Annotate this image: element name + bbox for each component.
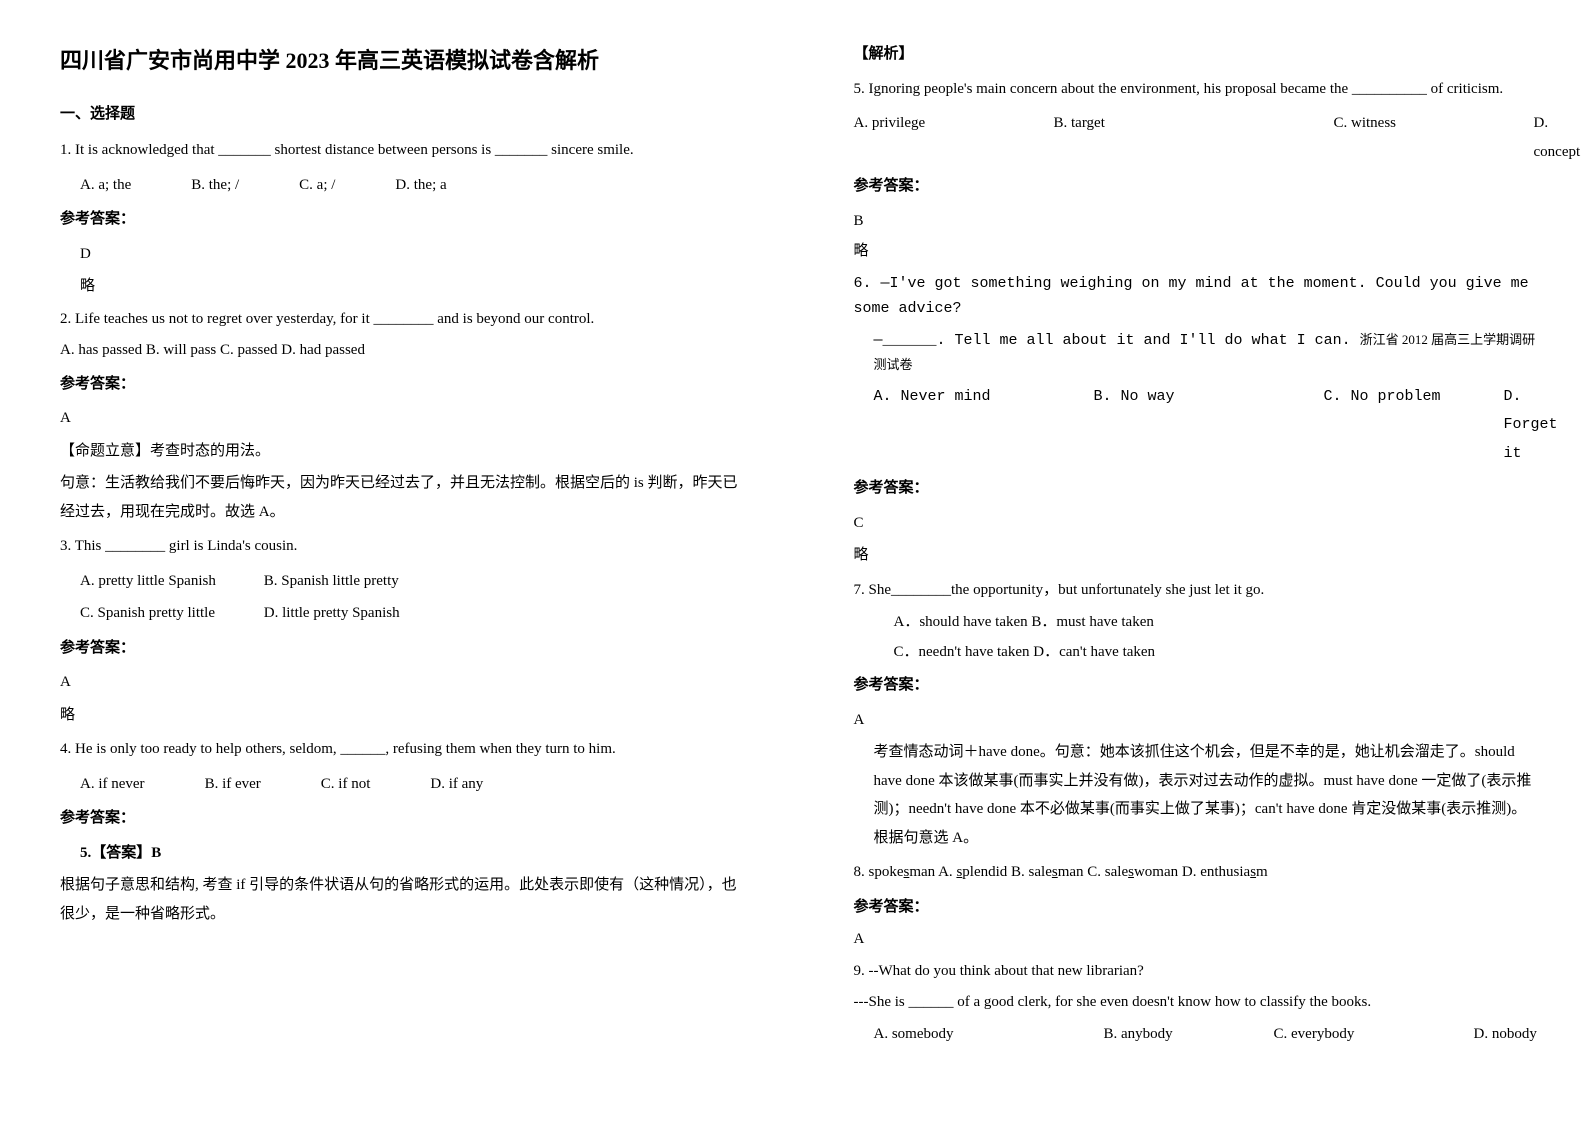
q8-answer: A bbox=[854, 927, 1538, 953]
q4-options: A. if never B. if ever C. if not D. if a… bbox=[80, 770, 744, 799]
q6-note: 略 bbox=[854, 541, 1538, 570]
q6-opt-a: A. Never mind bbox=[874, 383, 1094, 469]
q2-analysis-1: 【命题立意】考查时态的用法。 bbox=[60, 437, 744, 466]
q7-opts-cd: C．needn't have taken D．can't have taken bbox=[894, 640, 1538, 666]
q3-ref-label: 参考答案： bbox=[60, 634, 744, 663]
q6-options: A. Never mind B. No way C. No problem D.… bbox=[874, 383, 1538, 469]
q9-opt-b: B. anybody bbox=[1104, 1020, 1274, 1049]
q1-text: 1. It is acknowledged that _______ short… bbox=[60, 136, 744, 165]
q3-text: 3. This ________ girl is Linda's cousin. bbox=[60, 532, 744, 561]
q8-pre: 8. spoke bbox=[854, 864, 904, 880]
q6-line2-main: —______. Tell me all about it and I'll d… bbox=[874, 332, 1360, 349]
q5-text: 5. Ignoring people's main concern about … bbox=[854, 75, 1538, 104]
q4-text: 4. He is only too ready to help others, … bbox=[60, 735, 744, 764]
q1-opt-b: B. the; / bbox=[191, 171, 239, 200]
q6-ref-label: 参考答案： bbox=[854, 474, 1538, 503]
q5-note: 略 bbox=[854, 239, 1538, 265]
q2-analysis-2: 句意：生活教给我们不要后悔昨天，因为昨天已经过去了，并且无法控制。根据空后的 i… bbox=[60, 469, 744, 526]
q7-answer: A bbox=[854, 706, 1538, 735]
q9-line1: 9. --What do you think about that new li… bbox=[854, 959, 1538, 985]
q1-ref-label: 参考答案： bbox=[60, 205, 744, 234]
q9-opt-c: C. everybody bbox=[1274, 1020, 1474, 1049]
q7-ref-label: 参考答案： bbox=[854, 671, 1538, 700]
right-column: 【解析】 5. Ignoring people's main concern a… bbox=[794, 0, 1587, 1122]
q3-opt-b: B. Spanish little pretty bbox=[264, 573, 399, 589]
q3-note: 略 bbox=[60, 701, 744, 730]
q2-ref-label: 参考答案： bbox=[60, 370, 744, 399]
q5-opt-b: B. target bbox=[1054, 109, 1334, 166]
q7-opts-ab: A．should have taken B．must have taken bbox=[894, 610, 1538, 636]
q6-line2: —______. Tell me all about it and I'll d… bbox=[874, 328, 1538, 379]
q2-options: A. has passed B. will pass C. passed D. … bbox=[60, 338, 744, 364]
q2-text: 2. Life teaches us not to regret over ye… bbox=[60, 307, 744, 333]
q6-line1: 6. —I've got something weighing on my mi… bbox=[854, 271, 1538, 322]
q6-opt-b: B. No way bbox=[1094, 383, 1324, 469]
q4-opt-b: B. if ever bbox=[205, 770, 261, 799]
doc-title: 四川省广安市尚用中学 2023 年高三英语模拟试卷含解析 bbox=[60, 40, 744, 82]
q4-opt-c: C. if not bbox=[321, 770, 371, 799]
q2-answer: A bbox=[60, 404, 744, 433]
q8-ref-label: 参考答案： bbox=[854, 893, 1538, 922]
q8-post5: m bbox=[1256, 864, 1268, 880]
q5-opt-c: C. witness bbox=[1334, 109, 1534, 166]
q4-opt-d: D. if any bbox=[430, 770, 483, 799]
q1-opt-d: D. the; a bbox=[395, 171, 446, 200]
q5-answer-label: 5.【答案】B bbox=[80, 839, 744, 868]
q1-opt-c: C. a; / bbox=[299, 171, 335, 200]
q4-ref-label: 参考答案： bbox=[60, 804, 744, 833]
q5-opt-d: D. concept bbox=[1534, 109, 1581, 166]
q1-note: 略 bbox=[80, 272, 744, 301]
q7-text: 7. She________the opportunity，but unfort… bbox=[854, 576, 1538, 605]
q3-opts-row2: C. Spanish pretty little D. little prett… bbox=[80, 599, 744, 628]
q8-post2: plendid B. sale bbox=[962, 864, 1052, 880]
q5-answer: B bbox=[854, 207, 1538, 236]
q6-answer: C bbox=[854, 509, 1538, 538]
q9-opt-a: A. somebody bbox=[874, 1020, 1104, 1049]
q3-opt-a: A. pretty little Spanish bbox=[80, 567, 260, 596]
q5-options: A. privilege B. target C. witness D. con… bbox=[854, 109, 1538, 166]
analysis-label: 【解析】 bbox=[854, 40, 1538, 69]
q6-opt-d: D. Forget it bbox=[1504, 383, 1558, 469]
q5-ref-label: 参考答案： bbox=[854, 172, 1538, 201]
q3-opt-d: D. little pretty Spanish bbox=[264, 605, 400, 621]
q1-options: A. a; the B. the; / C. a; / D. the; a bbox=[80, 171, 744, 200]
q3-opts-row1: A. pretty little Spanish B. Spanish litt… bbox=[80, 567, 744, 596]
left-column: 四川省广安市尚用中学 2023 年高三英语模拟试卷含解析 一、选择题 1. It… bbox=[0, 0, 794, 1122]
q6-opt-c: C. No problem bbox=[1324, 383, 1504, 469]
q8-post3: man C. sale bbox=[1058, 864, 1128, 880]
q3-opt-c: C. Spanish pretty little bbox=[80, 599, 260, 628]
q1-opt-a: A. a; the bbox=[80, 171, 131, 200]
q8-text: 8. spokesman A. splendid B. salesman C. … bbox=[854, 858, 1538, 887]
q8-post1: man A. bbox=[909, 864, 956, 880]
q9-line2: ---She is ______ of a good clerk, for sh… bbox=[854, 990, 1538, 1016]
section-heading: 一、选择题 bbox=[60, 100, 744, 129]
q5-explanation: 根据句子意思和结构, 考查 if 引导的条件状语从句的省略形式的运用。此处表示即… bbox=[60, 871, 744, 928]
q4-opt-a: A. if never bbox=[80, 770, 145, 799]
q9-opt-d: D. nobody bbox=[1474, 1020, 1537, 1049]
q9-options: A. somebody B. anybody C. everybody D. n… bbox=[874, 1020, 1538, 1049]
q7-explanation: 考查情态动词＋have done。句意：她本该抓住这个机会，但是不幸的是，她让机… bbox=[874, 738, 1538, 852]
q3-answer: A bbox=[60, 668, 744, 697]
q5-opt-a: A. privilege bbox=[854, 109, 1054, 166]
q1-answer: D bbox=[80, 240, 744, 269]
q8-post4: woman D. enthusia bbox=[1134, 864, 1250, 880]
